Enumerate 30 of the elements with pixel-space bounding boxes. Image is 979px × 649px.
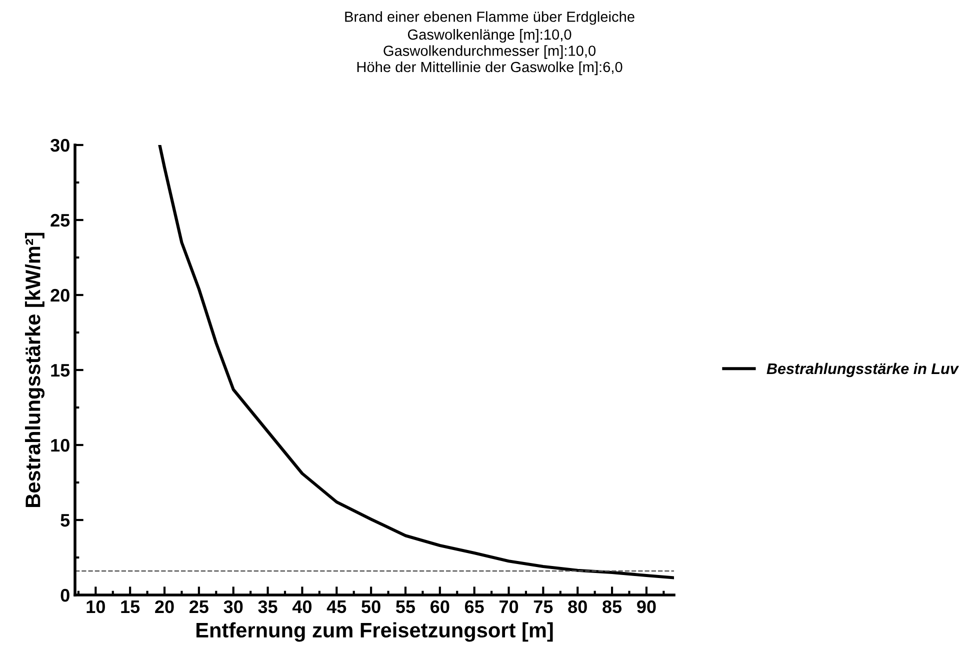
x-tick-label: 55 [396,600,416,614]
y-tick-label: 30 [50,138,70,152]
x-tick-label: 30 [224,600,243,614]
x-tick-label: 10 [86,600,105,614]
x-tick-label: 70 [499,600,518,614]
legend-label: Bestrahlungsstärke in Luv [766,362,960,378]
x-tick-label: 80 [568,600,587,614]
x-tick-label: 45 [326,600,346,614]
y-tick-label: 15 [51,364,70,377]
chart-subtitle: Gaswolkenlänge [m]:10,0 Gaswolkendurchmesser [m]:10,0 Höhe der Mittellinie der Gaswolke [m]:6,0 [357,29,622,76]
line-series [158,145,674,580]
x-tick-label: 65 [464,600,484,614]
x-tick-label: 25 [190,600,208,614]
x-tick-label: 40 [292,600,312,614]
y-tick-label: 25 [50,214,70,227]
x-tick-label: 60 [430,600,450,614]
x-tick-label: 20 [155,600,174,614]
x-tick-label: 75 [534,600,553,614]
y-tick-label: 20 [50,288,70,302]
x-tick-label: 90 [637,600,656,614]
y-axis-title: Bestrahlungsstärke [kW/m²] [24,232,44,507]
x-tick-label: 85 [602,600,622,614]
y-tick-label: 10 [51,438,70,452]
x-tick-label: 35 [258,600,278,614]
y-tick-label: 0 [60,588,70,602]
x-tick-label: 50 [362,600,380,614]
chart-title: Brand einer ebenen Flamme über Erdgleiche [345,11,634,25]
x-tick-label: 15 [121,600,140,614]
y-tick-label: 5 [60,514,70,527]
x-axis-title: Entfernung zum Freisetzungsort [m] [196,622,553,642]
